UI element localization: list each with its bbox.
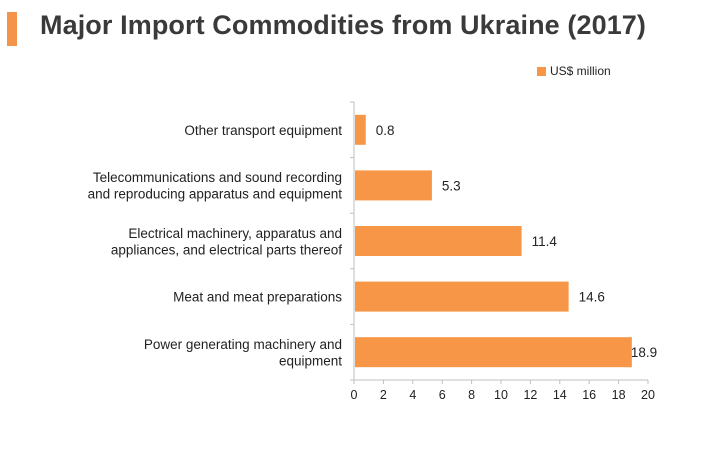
legend-swatch xyxy=(537,66,546,76)
x-tick-label: 16 xyxy=(582,388,596,402)
category-label: equipment xyxy=(279,353,342,368)
bar xyxy=(355,226,522,256)
bar xyxy=(355,281,569,312)
x-tick-label: 14 xyxy=(553,388,567,402)
legend: US$ million xyxy=(537,64,611,78)
data-label: 14.6 xyxy=(579,290,605,305)
x-tick-label: 18 xyxy=(612,388,626,402)
bar xyxy=(355,170,432,201)
x-tick-label: 8 xyxy=(468,388,475,402)
category-label: appliances, and electrical parts thereof xyxy=(111,242,342,257)
title-accent-bar xyxy=(7,12,17,46)
category-label: Power generating machinery and xyxy=(144,337,342,352)
legend-label: US$ million xyxy=(550,64,611,78)
data-label: 11.4 xyxy=(532,234,558,249)
data-label: 5.3 xyxy=(442,178,461,193)
x-tick-label: 2 xyxy=(380,388,387,402)
bar xyxy=(355,337,632,368)
data-label: 18.9 xyxy=(631,345,657,360)
category-label: Meat and meat preparations xyxy=(173,290,342,305)
x-tick-label: 10 xyxy=(494,388,508,402)
data-label: 0.8 xyxy=(376,123,395,138)
x-tick-label: 0 xyxy=(351,388,358,402)
x-tick-label: 12 xyxy=(523,388,537,402)
x-tick-label: 20 xyxy=(641,388,655,402)
category-label: Other transport equipment xyxy=(184,123,342,138)
category-label: and reproducing apparatus and equipment xyxy=(88,187,343,202)
bar xyxy=(355,114,366,145)
chart-title: Major Import Commodities from Ukraine (2… xyxy=(40,10,647,40)
x-tick-label: 6 xyxy=(439,388,446,402)
category-label: Electrical machinery, apparatus and xyxy=(128,226,342,241)
x-tick-label: 4 xyxy=(409,388,416,402)
category-label: Telecommunications and sound recording xyxy=(93,170,342,185)
